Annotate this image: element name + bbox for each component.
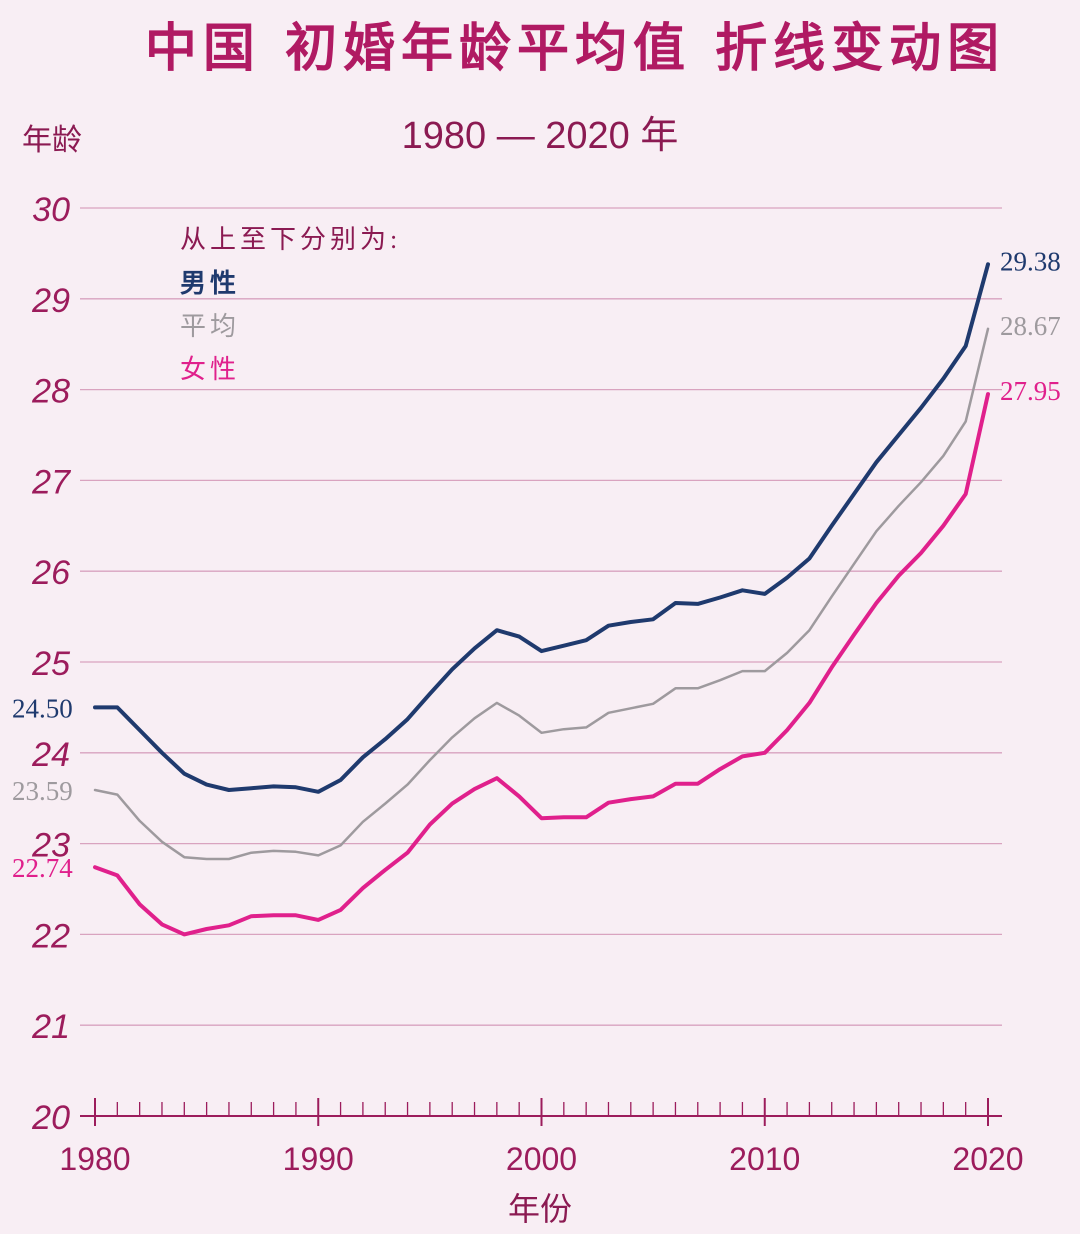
gridlines: [80, 207, 1002, 1026]
y-tick-label: 22: [31, 917, 70, 955]
y-tick-label: 25: [31, 645, 70, 683]
y-tick-label: 24: [31, 736, 70, 774]
y-tick-label: 28: [31, 373, 70, 411]
y-tick-label: 26: [31, 554, 70, 592]
y-tick-label: 27: [31, 463, 71, 501]
y-tick-label: 20: [31, 1099, 70, 1137]
series-line-average: [93, 327, 990, 861]
y-tick-label: 21: [31, 1008, 70, 1046]
y-axis-label: 年龄: [22, 123, 82, 158]
end-label-male: 29.38: [1000, 246, 1061, 276]
legend: 从上至下分别为: 男性 平均 女性: [180, 225, 401, 385]
legend-item-average: 平均: [180, 312, 240, 342]
x-tick-label: 2010: [729, 1141, 800, 1177]
end-label-average: 28.67: [1000, 311, 1061, 341]
series-line-female: [93, 392, 990, 937]
x-tick-label: 2020: [952, 1141, 1023, 1177]
legend-item-male: 男性: [180, 269, 240, 299]
chart-subtitle: 1980 — 2020 年: [402, 115, 679, 157]
end-label-female: 27.95: [1000, 376, 1061, 406]
series-lines: [93, 262, 990, 937]
legend-item-female: 女性: [180, 355, 240, 385]
y-tick-label: 30: [32, 191, 70, 229]
series-value-labels: 24.50 29.38 23.59 28.67 22.74 27.95: [12, 246, 1061, 883]
start-label-male: 24.50: [12, 693, 73, 723]
y-tick-label: 29: [31, 282, 70, 320]
x-tick-label: 2000: [506, 1141, 577, 1177]
x-axis: 1980 1990 2000 2010 2020: [59, 1098, 1024, 1177]
y-tick-label: 23: [31, 827, 70, 865]
x-tick-label: 1990: [283, 1141, 354, 1177]
x-tick-label: 1980: [59, 1141, 130, 1177]
start-label-average: 23.59: [12, 776, 73, 806]
y-tick-labels: 20 21 22 23 24 25 26 27 28 29 30: [31, 191, 71, 1137]
start-label-female: 22.74: [12, 853, 73, 883]
legend-header: 从上至下分别为:: [180, 225, 401, 254]
x-axis-label: 年份: [508, 1190, 572, 1228]
series-line-male: [93, 262, 990, 794]
chart-title: 中国 初婚年龄平均值 折线变动图: [145, 18, 1005, 79]
